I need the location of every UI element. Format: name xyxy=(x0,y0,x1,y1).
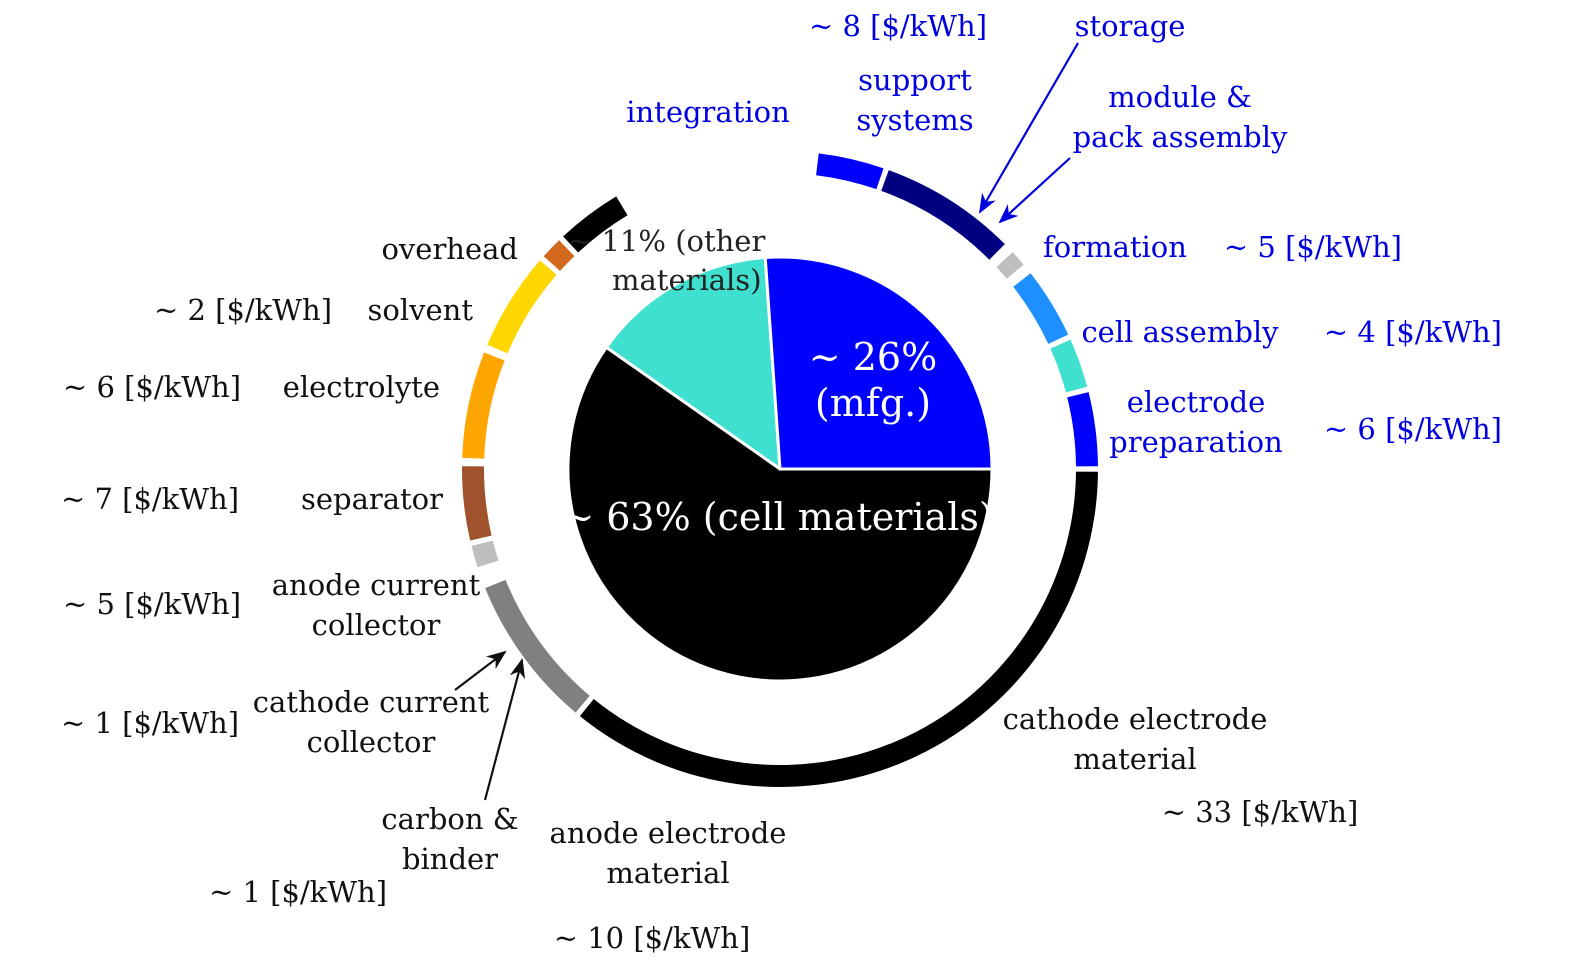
inner-pie xyxy=(566,255,994,683)
ring-segment-integration xyxy=(816,153,884,190)
pie-slice-cell-materials-body xyxy=(566,345,994,683)
cost-label-solvent: ~ 2 [$/kWh] xyxy=(154,293,332,327)
segment-label-solvent: solvent xyxy=(368,293,474,327)
ring-segment-support-systems xyxy=(881,170,1005,260)
cost-label-separator: ~ 7 [$/kWh] xyxy=(61,482,239,516)
pie-slice-mfg-body xyxy=(763,255,994,471)
pie-slice-other-materials xyxy=(604,255,782,473)
segment-label-formation: formation xyxy=(1043,230,1187,264)
segment-label-support-systems: support systems xyxy=(856,63,973,137)
segment-label-integration: integration xyxy=(626,95,790,129)
pie-label-mfg: ~ 26% (mfg.) xyxy=(809,335,937,425)
cost-label-anode-current-collector: ~ 5 [$/kWh] xyxy=(63,587,241,621)
cost-label-electrolyte: ~ 6 [$/kWh] xyxy=(63,370,241,404)
segment-label-cathode-current-collector: cathode current collector xyxy=(253,685,490,759)
cost-label-electrode-preparation: ~ 6 [$/kWh] xyxy=(1324,412,1502,446)
segment-label-overhead: overhead xyxy=(381,232,518,266)
ring-segment-anode-electrode-material xyxy=(485,579,590,713)
ring-segment-solvent xyxy=(543,240,575,271)
segment-label-anode-current-collector: anode current collector xyxy=(272,568,481,642)
segment-label-electrode-preparation: electrode preparation xyxy=(1109,385,1283,459)
segment-label-storage: storage xyxy=(1075,9,1186,43)
carbon-binder-arrow xyxy=(483,658,526,801)
ring-segment-electrode-preparation xyxy=(1067,392,1098,467)
segment-label-carbon-binder: carbon & binder xyxy=(381,802,518,876)
segment-label-separator: separator xyxy=(301,482,443,516)
callout-arrows xyxy=(454,42,1079,801)
ring-segment-cathode-current-collector xyxy=(471,540,499,568)
ring-segment-formation xyxy=(1013,273,1069,344)
storage-arrow xyxy=(979,42,1079,214)
ring-segment-electrolyte xyxy=(487,260,557,354)
segment-label-cell-assembly: cell assembly xyxy=(1081,315,1279,349)
ring-segment-overhead xyxy=(563,196,628,253)
cost-label-anode-electrode-material: ~ 10 [$/kWh] xyxy=(554,921,751,955)
ring-segment-cell-assembly xyxy=(1050,339,1088,393)
ring-segment-module-pack-assembly xyxy=(996,252,1024,279)
module-pack-arrow xyxy=(998,157,1071,224)
cathode-collector-arrow xyxy=(454,650,507,691)
cost-label-formation: ~ 5 [$/kWh] xyxy=(1224,230,1402,264)
cost-label-cathode-current-collector: ~ 1 [$/kWh] xyxy=(61,706,239,740)
pie-label-cell-materials: ~ 63% (cell materials) xyxy=(562,495,993,539)
cost-label-support-systems: ~ 8 [$/kWh] xyxy=(809,9,987,43)
chart-labels: ~ 26% (mfg.) ~ 63% (cell materials) ~ 11% (… xyxy=(61,9,1502,955)
ring-segment-anode-current-collector xyxy=(462,466,492,541)
outer-ring xyxy=(462,153,1098,788)
segment-label-module-pack-assembly: module & pack assembly xyxy=(1073,80,1288,154)
segment-label-anode-electrode-material: anode electrode material xyxy=(550,816,787,890)
ring-segment-separator xyxy=(462,352,505,459)
ring-segment-cathode-electrode-material xyxy=(579,471,1098,788)
cost-label-cell-assembly: ~ 4 [$/kWh] xyxy=(1324,315,1502,349)
segment-label-cathode-electrode-material: cathode electrode material xyxy=(1003,702,1268,776)
pie-label-other-materials: ~ 11% (other materials) xyxy=(568,224,765,297)
cost-label-cathode-electrode-material: ~ 33 [$/kWh] xyxy=(1162,795,1359,829)
segment-label-electrolyte: electrolyte xyxy=(283,370,440,404)
cost-label-carbon-binder: ~ 1 [$/kWh] xyxy=(209,875,387,909)
